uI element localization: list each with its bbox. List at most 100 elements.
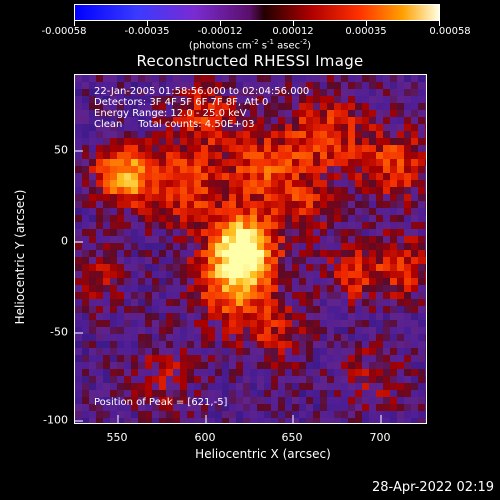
heatmap-cell xyxy=(425,243,426,250)
heatmap-cell xyxy=(306,201,313,208)
heatmap-cell xyxy=(75,306,82,313)
heatmap-cell xyxy=(75,166,82,173)
heatmap-cell xyxy=(75,397,82,404)
heatmap-cell xyxy=(292,187,299,194)
heatmap-cell xyxy=(180,355,187,362)
heatmap-cell xyxy=(425,82,426,89)
heatmap-cell xyxy=(131,166,138,173)
heatmap-cell xyxy=(390,292,397,299)
heatmap-cell xyxy=(404,362,411,369)
heatmap-cell xyxy=(187,236,194,243)
heatmap-cell xyxy=(194,117,201,124)
heatmap-cell xyxy=(404,376,411,383)
heatmap-cell xyxy=(278,390,285,397)
heatmap-cell xyxy=(201,166,208,173)
heatmap-cell xyxy=(215,89,222,96)
heatmap-cell xyxy=(390,201,397,208)
heatmap-cell xyxy=(397,376,404,383)
heatmap-cell xyxy=(418,376,425,383)
heatmap-cell xyxy=(271,159,278,166)
heatmap-cell xyxy=(418,292,425,299)
heatmap-cell xyxy=(404,271,411,278)
heatmap-cell xyxy=(299,397,306,404)
heatmap-cell xyxy=(75,138,82,145)
heatmap-cell xyxy=(131,215,138,222)
heatmap-cell xyxy=(103,257,110,264)
heatmap-cell xyxy=(82,187,89,194)
heatmap-cell xyxy=(355,110,362,117)
heatmap-cell xyxy=(215,404,222,411)
heatmap-cell xyxy=(355,75,362,82)
heatmap-cell xyxy=(138,145,145,152)
heatmap-cell xyxy=(236,222,243,229)
heatmap-cell xyxy=(390,243,397,250)
heatmap-cell xyxy=(278,229,285,236)
heatmap-cell xyxy=(110,348,117,355)
heatmap-cell xyxy=(383,320,390,327)
heatmap-cell xyxy=(117,166,124,173)
heatmap-cell xyxy=(369,166,376,173)
heatmap-cell xyxy=(292,348,299,355)
heatmap-cell xyxy=(299,334,306,341)
heatmap-cell xyxy=(369,320,376,327)
heatmap-cell xyxy=(257,383,264,390)
heatmap-cell xyxy=(299,257,306,264)
heatmap-cell xyxy=(292,320,299,327)
heatmap-cell xyxy=(75,383,82,390)
heatmap-cell xyxy=(334,166,341,173)
heatmap-cell xyxy=(376,362,383,369)
heatmap-cell xyxy=(201,285,208,292)
heatmap-cell xyxy=(306,285,313,292)
heatmap-cell xyxy=(334,201,341,208)
heatmap-cell xyxy=(75,131,82,138)
heatmap-cell xyxy=(201,334,208,341)
heatmap-cell xyxy=(236,383,243,390)
heatmap-cell xyxy=(376,96,383,103)
heatmap-cell xyxy=(96,285,103,292)
y-tick-label: 50 xyxy=(54,143,68,157)
heatmap-cell xyxy=(397,327,404,334)
heatmap-cell xyxy=(138,264,145,271)
heatmap-cell xyxy=(404,383,411,390)
heatmap-cell xyxy=(425,306,426,313)
heatmap-cell xyxy=(131,75,138,82)
heatmap-cell xyxy=(292,355,299,362)
heatmap-cell xyxy=(397,131,404,138)
heatmap-cell xyxy=(229,257,236,264)
heatmap-cell xyxy=(180,201,187,208)
heatmap-cell xyxy=(117,222,124,229)
heatmap-cell xyxy=(103,355,110,362)
heatmap-cell xyxy=(334,327,341,334)
heatmap-cell xyxy=(173,278,180,285)
heatmap-cell xyxy=(166,222,173,229)
heatmap-cell xyxy=(187,390,194,397)
heatmap-cell xyxy=(208,138,215,145)
heatmap-cell xyxy=(418,180,425,187)
heatmap-cell xyxy=(173,299,180,306)
heatmap-cell xyxy=(145,355,152,362)
heatmap-cell xyxy=(250,313,257,320)
heatmap-cell xyxy=(348,285,355,292)
heatmap-cell xyxy=(306,236,313,243)
heatmap-cell xyxy=(96,362,103,369)
heatmap-cell xyxy=(418,110,425,117)
heatmap-cell xyxy=(145,159,152,166)
heatmap-cell xyxy=(152,138,159,145)
heatmap-cell xyxy=(173,334,180,341)
heatmap-cell xyxy=(96,250,103,257)
heatmap-cell xyxy=(110,397,117,404)
heatmap-cell xyxy=(306,334,313,341)
heatmap-cell xyxy=(362,341,369,348)
heatmap-cell xyxy=(278,306,285,313)
heatmap-cell xyxy=(236,418,243,423)
heatmap-cell xyxy=(159,250,166,257)
heatmap-cell xyxy=(425,166,426,173)
heatmap-cell xyxy=(383,285,390,292)
heatmap-cell xyxy=(320,271,327,278)
heatmap-cell xyxy=(376,103,383,110)
heatmap-cell xyxy=(145,264,152,271)
heatmap-cell xyxy=(215,187,222,194)
heatmap-cell xyxy=(383,369,390,376)
heatmap-cell xyxy=(89,229,96,236)
heatmap-cell xyxy=(215,215,222,222)
